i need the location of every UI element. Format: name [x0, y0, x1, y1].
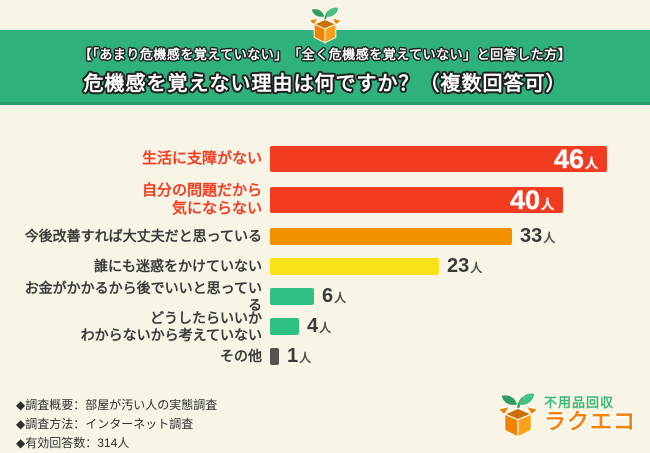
- bar: [270, 318, 299, 335]
- value-label: 40人: [509, 184, 554, 215]
- bar-row: 自分の問題だから 気にならない 40人: [16, 182, 650, 217]
- bar-row: お金がかかるから後でいいと思っている 6人: [16, 280, 650, 313]
- banner-subtitle: 【「あまり危機感を覚えていない」 「全く危機感を覚えていない」と回答した方】: [78, 47, 572, 62]
- rakueco-logo: 不用品回収 ラクエコ: [496, 392, 636, 438]
- logo-service-line: 不用品回収: [543, 394, 614, 410]
- value-label: 23人: [447, 255, 483, 277]
- bar-track: 1人: [270, 345, 650, 367]
- bar-track: 46人: [270, 143, 650, 174]
- value-label: 46人: [553, 143, 598, 174]
- bar: 46人: [270, 143, 607, 174]
- bar-row: その他 1人: [16, 345, 650, 367]
- bar: [270, 288, 314, 305]
- category-label: 自分の問題だから 気にならない: [141, 182, 262, 217]
- chart-rows: 生活に支障がない 46人自分の問題だから 気にならない 40人今後改善すれば大丈夫だ…: [16, 143, 650, 367]
- category-label: 誰にも迷惑をかけていない: [94, 258, 262, 274]
- bar-track: 40人: [270, 184, 650, 215]
- bar-track: 33人: [270, 225, 650, 247]
- bar: [270, 258, 439, 275]
- page-title: 危機感を覚えない理由は何ですか？（複数回答可）: [83, 73, 567, 95]
- bar-track: 4人: [270, 315, 650, 337]
- category-label: 今後改善すれば大丈夫だと思っている: [24, 228, 262, 244]
- category-label: お金がかかるから後でいいと思っている: [24, 279, 262, 313]
- value-label: 1人: [287, 345, 312, 367]
- bar-row: 誰にも迷惑をかけていない 23人: [16, 255, 650, 277]
- value-label: 6人: [322, 285, 347, 307]
- bar-row: 今後改善すれば大丈夫だと思っている 33人: [16, 225, 650, 247]
- note-respondents: ◆有効回答数：314人: [16, 436, 130, 450]
- category-label: 生活に支障がない: [141, 150, 262, 167]
- bar-chart: 生活に支障がない 46人自分の問題だから 気にならない 40人今後改善すれば大丈夫だ…: [0, 105, 650, 367]
- logo-brand-line: ラクエコ: [543, 409, 636, 435]
- value-label: 4人: [307, 315, 332, 337]
- survey-notes: ◆調査概要：部屋が汚い人の実態調査 ◆調査方法：インターネット調査 ◆有効回答数…: [16, 396, 217, 453]
- box-sprout-icon: [308, 6, 342, 44]
- bar: [270, 348, 279, 365]
- bar: 40人: [270, 184, 563, 215]
- bar: [270, 228, 512, 245]
- note-method: ◆調査方法：インターネット調査: [16, 417, 194, 431]
- bar-row: 生活に支障がない 46人: [16, 143, 650, 174]
- category-label: その他: [220, 348, 262, 364]
- category-label: どうしたらいいか わからないから考えていない: [80, 309, 262, 343]
- bar-row: どうしたらいいか わからないから考えていない 4人: [16, 310, 650, 343]
- bar-track: 6人: [270, 285, 650, 307]
- note-overview: ◆調査概要：部屋が汚い人の実態調査: [16, 398, 218, 412]
- box-sprout-icon: [496, 392, 539, 438]
- bar-track: 23人: [270, 255, 650, 277]
- value-label: 33人: [520, 225, 556, 247]
- logo-text: 不用品回収 ラクエコ: [543, 394, 636, 435]
